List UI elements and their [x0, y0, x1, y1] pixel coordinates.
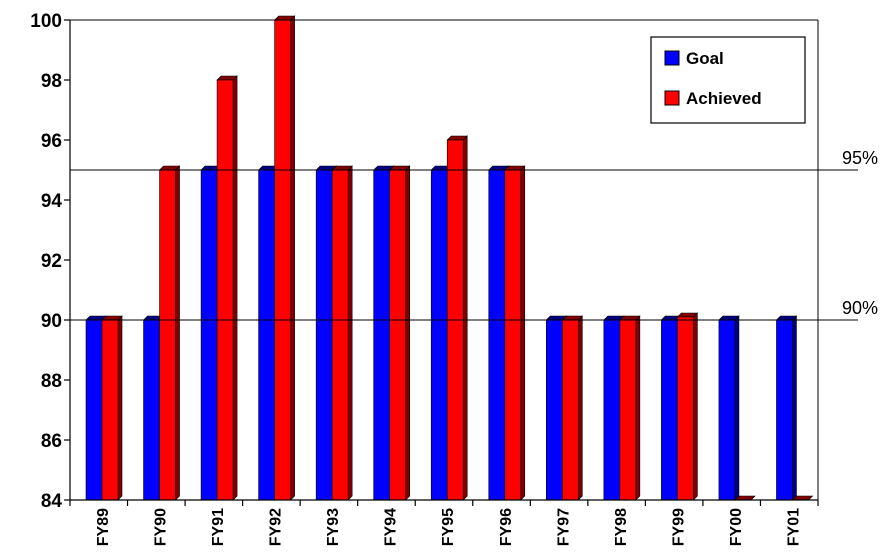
bar-achieved-fy91: [216, 79, 234, 501]
reference-label-90: 90%: [842, 298, 878, 318]
reference-label-95: 95%: [842, 148, 878, 168]
legend-box: [650, 36, 806, 124]
y-tick-label-92: 92: [41, 251, 62, 272]
x-tick-label-fy95: FY95: [440, 508, 457, 546]
bar-side-achieved-fy89: [117, 315, 123, 501]
x-tick-label-fy00: FY00: [728, 508, 745, 546]
bar-top-achieved-fy93: [331, 165, 353, 171]
y-tick-label-86: 86: [41, 431, 62, 452]
legend-swatch-goal: [664, 50, 680, 66]
bar-side-achieved-fy94: [405, 165, 410, 501]
bar-achieved-fy98: [619, 319, 637, 501]
bar-side-achieved-fy92: [290, 15, 295, 501]
bar-goal-fy00: [718, 319, 736, 501]
x-tick-label-fy93: FY93: [325, 508, 342, 546]
x-tick-label-fy01: FY01: [785, 508, 802, 546]
bar-side-achieved-fy95: [462, 135, 468, 501]
legend-swatch-achieved: [664, 90, 680, 106]
bar-goal-fy96: [488, 169, 506, 501]
y-tick-label-90: 90: [41, 311, 62, 332]
axes: 84 86 88 90 92 94 96 98 100 FY89 FY90 FY91 FY92 FY93 F…: [30, 11, 819, 546]
bar-top-achieved-fy94: [388, 165, 411, 171]
bar-side-goal-fy01: [792, 315, 797, 501]
bar-side-achieved-fy93: [347, 165, 353, 501]
reference-lines: 95% 90%: [70, 148, 878, 321]
bar-achieved-fy92: [274, 19, 291, 501]
bar-goal-fy99: [661, 319, 678, 501]
bar-achieved-fy96: [504, 169, 522, 501]
bar-side-achieved-fy91: [232, 75, 238, 501]
bar-side-achieved-fy98: [635, 315, 641, 501]
y-tick-label-100: 100: [30, 11, 62, 32]
x-tick-label-fy99: FY99: [670, 508, 687, 546]
x-tick-label-fy92: FY92: [268, 508, 285, 546]
bar-goal-fy97: [546, 319, 563, 501]
legend-label-achieved: Achieved: [686, 89, 762, 108]
y-tick-label-98: 98: [41, 71, 62, 92]
bar-goal-fy89: [85, 319, 103, 501]
x-tick-label-fy98: FY98: [613, 508, 630, 546]
y-tick-label-88: 88: [41, 371, 62, 392]
bar-top-achieved-fy95: [446, 135, 468, 141]
bar-achieved-fy97: [562, 319, 579, 501]
x-tick-label-fy91: FY91: [210, 508, 227, 546]
bar-side-achieved-fy97: [578, 315, 583, 501]
y-tick-label-84: 84: [41, 491, 63, 512]
bar-goal-fy93: [315, 169, 333, 501]
y-tick-label-96: 96: [41, 131, 62, 152]
bar-top-achieved-fy89: [101, 315, 123, 321]
x-tick-label-fy96: FY96: [498, 508, 515, 546]
legend-label-goal: Goal: [686, 49, 724, 68]
y-tick-label-94: 94: [41, 191, 63, 212]
bar-goal-fy92: [258, 169, 275, 501]
bar-goal-fy91: [200, 169, 218, 501]
bar-top-achieved-fy91: [216, 75, 238, 81]
bar-top-goal-fy00: [718, 315, 740, 321]
x-tick-label-fy89: FY89: [95, 508, 112, 546]
bar-side-goal-fy00: [734, 315, 740, 501]
bar-achieved-fy93: [331, 169, 349, 501]
bar-top-achieved-fy96: [504, 165, 526, 171]
bar-top-achieved-fy97: [561, 315, 584, 321]
bar-achieved-fy89: [101, 319, 119, 501]
x-tick-label-fy94: FY94: [383, 508, 400, 546]
bar-top-achieved-fy98: [619, 315, 641, 321]
x-tick-label-fy97: FY97: [555, 508, 572, 546]
bar-goal-fy94: [373, 169, 390, 501]
bar-goal-fy95: [430, 169, 448, 501]
bar-goal-fy01: [776, 319, 793, 501]
bar-top-achieved-fy90: [158, 165, 181, 171]
bars-layer: [85, 15, 814, 501]
x-tick-label-fy90: FY90: [153, 508, 170, 546]
bar-achieved-fy94: [389, 169, 406, 501]
bar-goal-fy90: [143, 319, 160, 501]
bar-side-achieved-fy96: [520, 165, 526, 501]
legend: Goal Achieved: [650, 36, 806, 124]
bar-top-goal-fy01: [775, 315, 798, 321]
bar-goal-fy98: [603, 319, 621, 501]
bar-side-achieved-fy90: [175, 165, 180, 501]
bar-achieved-fy99: [677, 316, 694, 501]
bar-achieved-fy90: [159, 169, 176, 501]
bar-side-achieved-fy99: [693, 312, 698, 501]
bar-top-achieved-fy99: [676, 312, 699, 318]
bar-top-achieved-fy92: [273, 15, 296, 21]
